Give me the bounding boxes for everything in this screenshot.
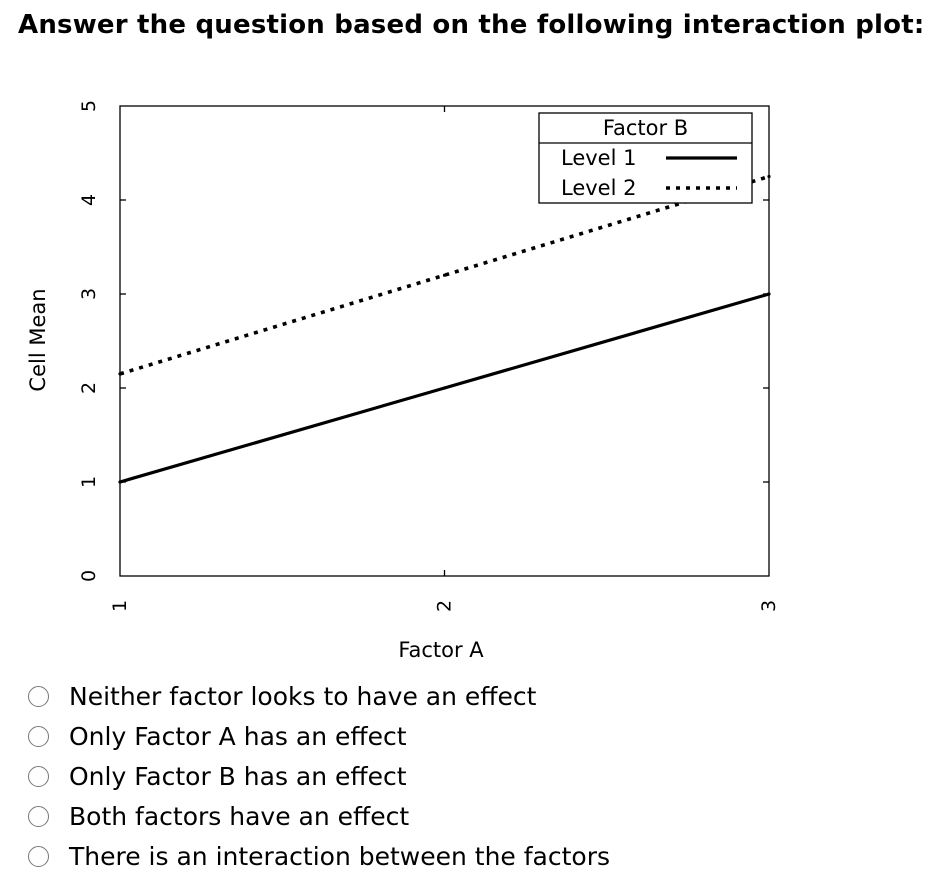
option-only-factor-b[interactable]: Only Factor B has an effect: [28, 756, 610, 796]
legend-entry-label: Level 1: [561, 146, 636, 170]
series-point: [118, 480, 122, 484]
x-tick-label: 2: [434, 600, 456, 612]
option-label: There is an interaction between the fact…: [69, 841, 611, 871]
legend-title: Factor B: [603, 116, 688, 140]
y-tick-label: 5: [78, 100, 100, 112]
series-line-2: [119, 174, 770, 376]
series-point: [767, 174, 771, 179]
y-axis-title: Cell Mean: [26, 288, 50, 391]
plot-series: [118, 174, 771, 484]
y-tick-label: 2: [78, 382, 100, 394]
option-only-factor-a[interactable]: Only Factor A has an effect: [28, 716, 610, 756]
y-tick-label: 1: [78, 476, 100, 488]
x-tick-label: 3: [758, 600, 780, 612]
y-tick-label: 0: [78, 570, 100, 582]
interaction-plot: Cell Mean Factor A 0 1 2 3 4 5 1 2 3 Factor B Lev…: [26, 100, 780, 662]
y-tick-label: 3: [78, 288, 100, 300]
series-point: [118, 372, 122, 376]
legend: Factor B Level 1 Level 2: [538, 112, 753, 204]
radio-button[interactable]: [28, 725, 49, 747]
series-point: [767, 292, 771, 296]
radio-button[interactable]: [28, 845, 49, 867]
answer-options: Neither factor looks to have an effect O…: [28, 676, 610, 876]
option-label: Both factors have an effect: [69, 801, 410, 831]
y-tick-label: 4: [78, 194, 100, 206]
option-label: Only Factor A has an effect: [69, 721, 407, 751]
option-label: Only Factor B has an effect: [69, 761, 407, 791]
plot-axes: 0 1 2 3 4 5 1 2 3: [78, 100, 780, 612]
option-interaction[interactable]: There is an interaction between the fact…: [28, 836, 610, 876]
legend-entry-label: Level 2: [561, 176, 636, 200]
question-text: Answer the question based on the followi…: [18, 10, 925, 40]
x-tick-label: 1: [109, 600, 131, 612]
x-axis-title: Factor A: [398, 638, 484, 662]
radio-button[interactable]: [28, 805, 49, 827]
option-both-factors[interactable]: Both factors have an effect: [28, 796, 610, 836]
series-point: [442, 273, 447, 277]
option-neither-effect[interactable]: Neither factor looks to have an effect: [28, 676, 610, 716]
radio-button[interactable]: [28, 685, 49, 707]
series-point: [442, 386, 447, 390]
radio-button[interactable]: [28, 765, 49, 787]
option-label: Neither factor looks to have an effect: [69, 681, 537, 711]
